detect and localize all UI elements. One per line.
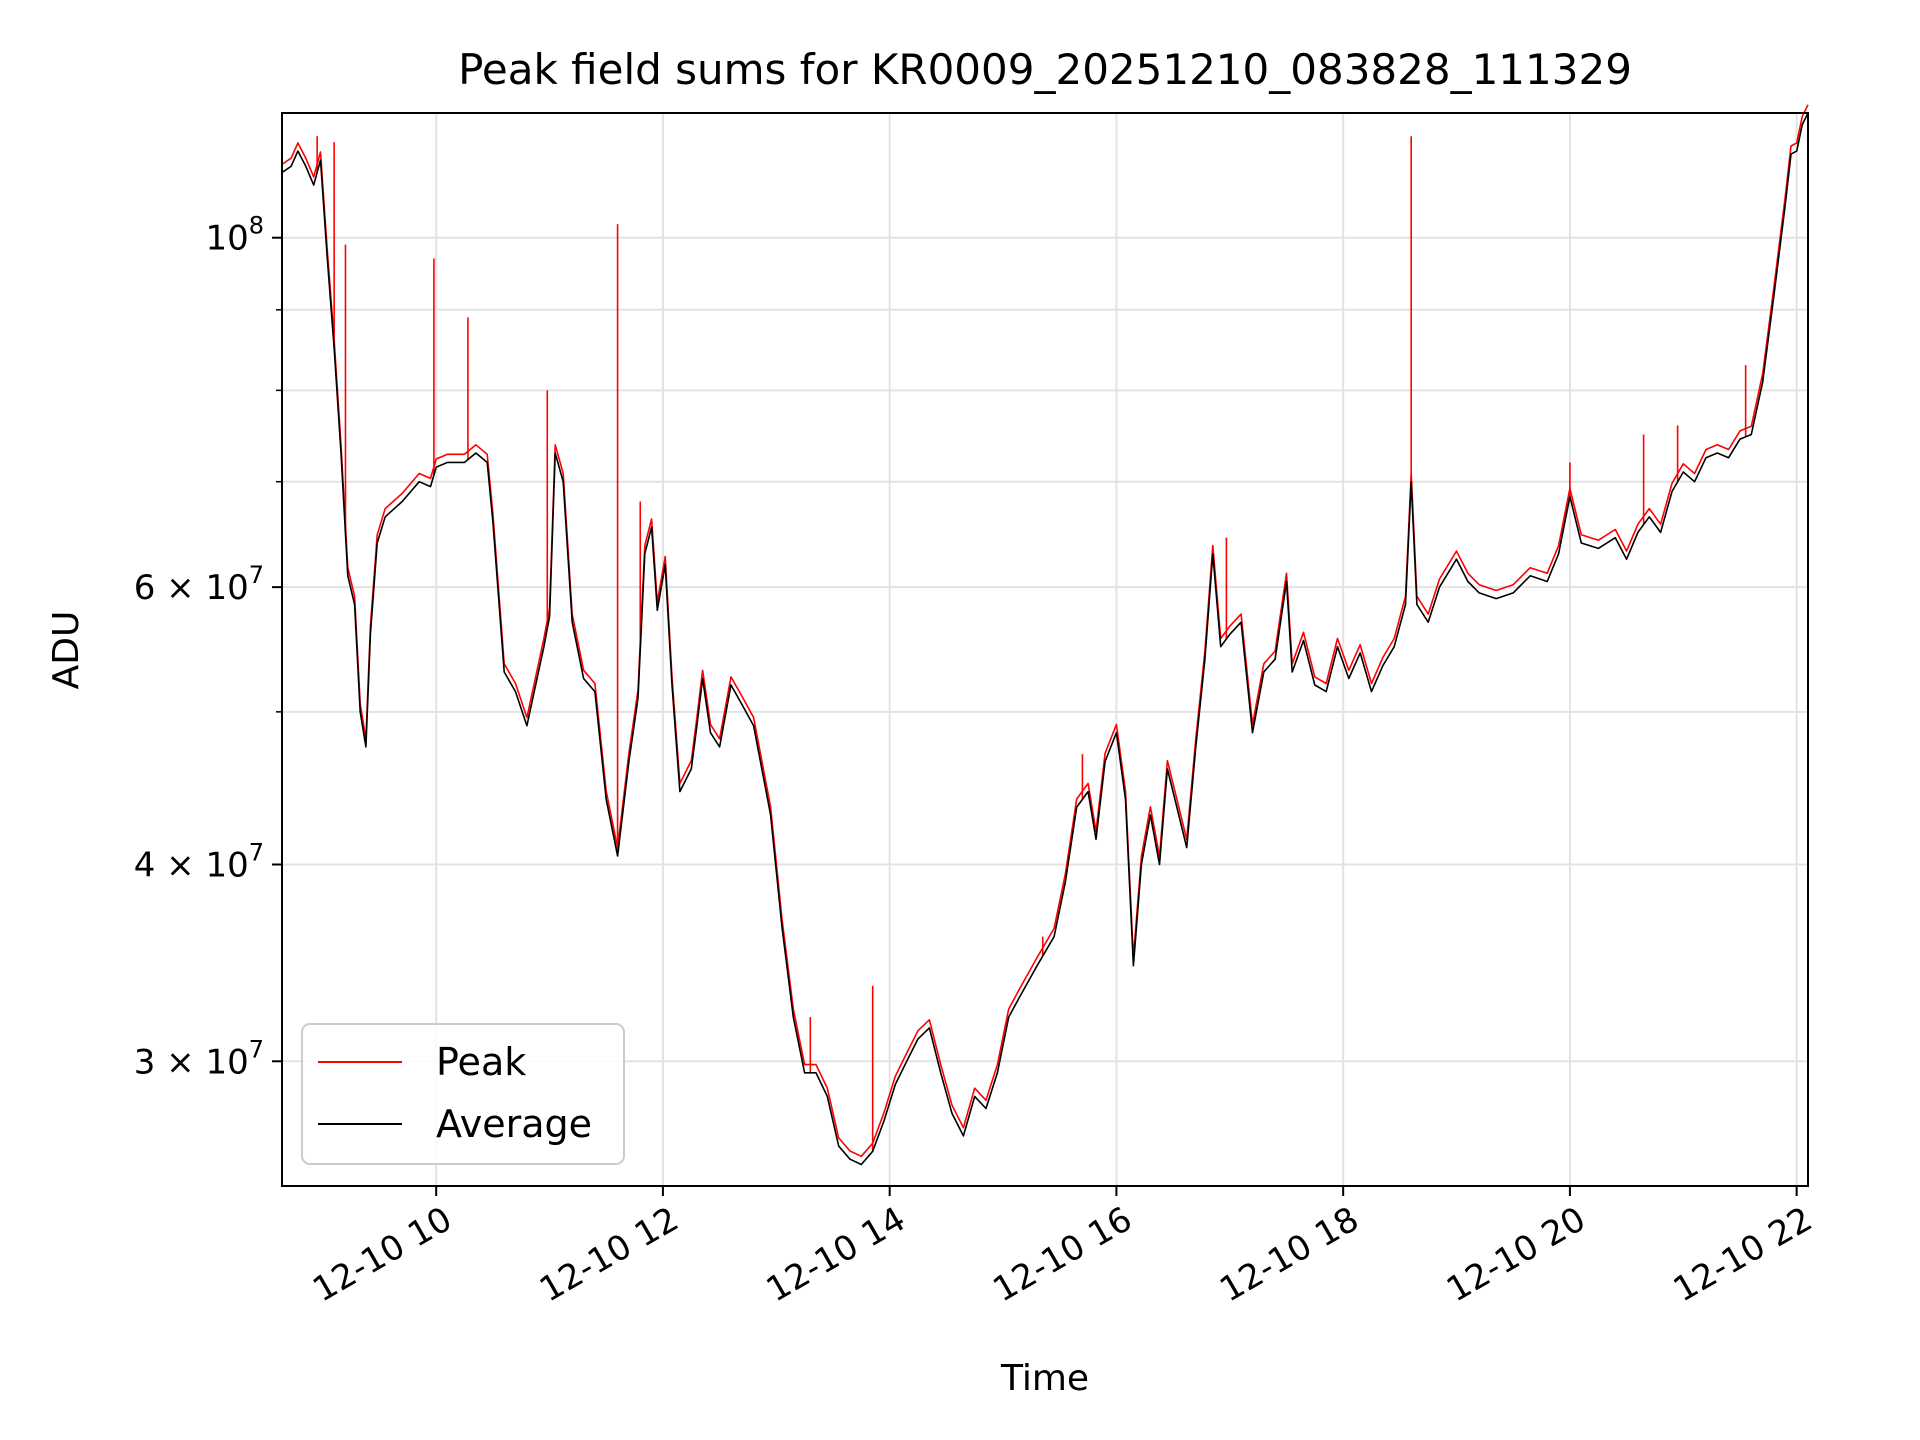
y-axis-label: ADU <box>46 611 87 690</box>
y-tick-label: 3 × 107 <box>134 1035 264 1082</box>
plot-frame <box>281 112 1809 1187</box>
y-tick-label-base: 4 × 10 <box>134 845 249 885</box>
y-tick-label-exponent: 7 <box>249 838 264 866</box>
y-tick-label-base: 10 <box>205 219 248 259</box>
y-tick-label-base: 3 × 10 <box>134 1042 249 1082</box>
y-tick-label: 4 × 107 <box>134 838 264 885</box>
y-tick-label-exponent: 8 <box>249 212 264 240</box>
series-line-average <box>281 112 1809 1166</box>
series-layer <box>281 104 1809 1166</box>
x-axis-label: Time <box>1000 1358 1089 1399</box>
y-tick-label: 6 × 107 <box>134 561 264 608</box>
legend-label-peak: Peak <box>436 1040 526 1084</box>
chart-title: Peak field sums for KR0009_20251210_0838… <box>458 45 1632 94</box>
legend-box <box>301 1023 625 1165</box>
y-tick-label-exponent: 7 <box>249 1035 264 1063</box>
y-tick-label-base: 6 × 10 <box>134 568 249 608</box>
y-tick-label: 108 <box>205 212 264 259</box>
y-tick-label-exponent: 7 <box>249 561 264 589</box>
legend-label-average: Average <box>436 1102 592 1146</box>
legend: Peak Average <box>301 1023 625 1165</box>
